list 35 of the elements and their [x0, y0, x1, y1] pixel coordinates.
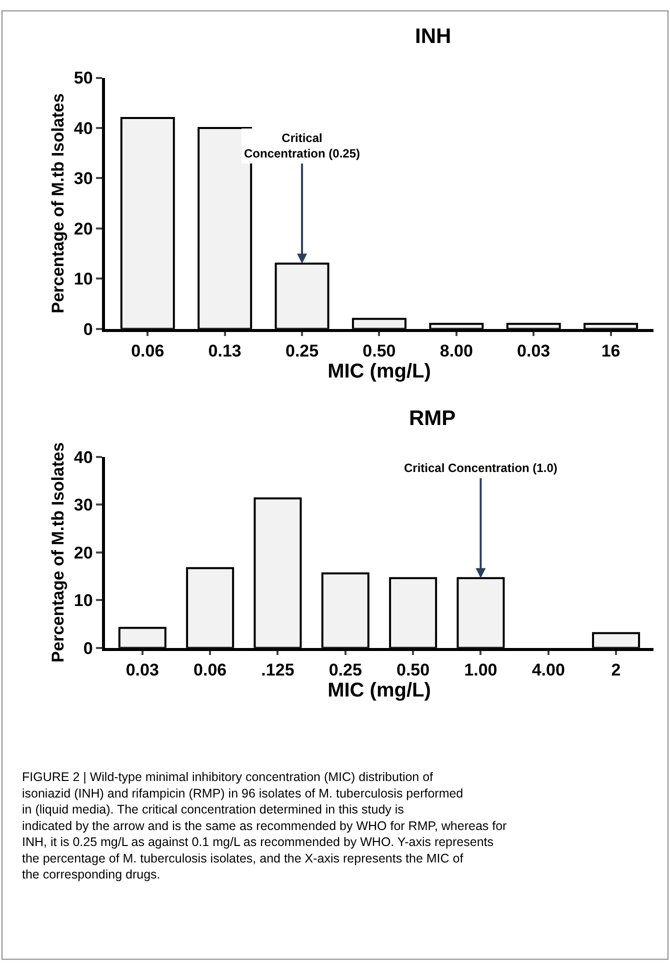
x-tick-label: 0.25: [285, 341, 319, 360]
y-tick-label: 30: [74, 169, 93, 188]
y-tick-label: 0: [83, 320, 93, 339]
y-tick-label: 30: [74, 496, 93, 515]
x-tick-label: 0.06: [131, 341, 164, 360]
x-tick-label: 4.00: [532, 660, 565, 680]
x-tick-label: 1.00: [464, 660, 498, 680]
x-tick-label: 0.06: [194, 660, 227, 680]
y-axis-title: Percentage of M.tb Isolates: [48, 442, 68, 662]
x-tick-label: 0.03: [517, 341, 550, 360]
chart-title: INH: [415, 25, 452, 48]
y-tick-label: 10: [74, 591, 93, 610]
y-tick-label: 40: [74, 448, 93, 467]
caption: FIGURE 2 | Wild-type minimal inhibitory concentration (MIC) distribution of isoniazid (INH) and rifampicin (RMP) in 96 isolates of M. tuberculosis performed in (liquid media). The critical concentration determined in this study is indicated by the arrow and is the same as recommended by WHO for RMP, whereas for INH, it is 0.25 mg/L as against 0.1 mg/L as recommended by WHO. Y-axis represents the percentage of M. tuberculosis isolates, and the X-axis represents the MIC of the corresponding drugs.: [22, 770, 507, 882]
y-tick-label: 50: [74, 68, 93, 88]
chart-title: RMP: [409, 407, 456, 430]
x-tick-label: 0.50: [396, 660, 430, 680]
y-axis-title: Percentage of M.tb Isolates: [48, 93, 68, 314]
y-tick-label: 40: [74, 118, 93, 138]
x-tick-label: 2: [611, 660, 621, 680]
x-tick-label: 0.03: [126, 660, 159, 680]
x-tick-label: 0.50: [362, 341, 396, 360]
y-tick-label: 20: [74, 219, 93, 238]
annotation: Critical Concentration (0.25): [244, 131, 360, 161]
x-tick-label: 0.25: [328, 660, 362, 680]
annotation: Critical Concentration (1.0): [404, 461, 558, 475]
x-axis-title: MIC (mg/L): [328, 360, 431, 382]
y-tick-label: 0: [83, 638, 93, 658]
x-tick-label: .125: [261, 660, 294, 680]
x-axis-title: MIC (mg/L): [328, 679, 431, 702]
x-tick-label: 16: [601, 341, 620, 360]
y-tick-label: 20: [74, 543, 93, 562]
x-tick-label: 0.13: [208, 341, 242, 360]
y-tick-label: 10: [74, 270, 93, 289]
x-tick-label: 8.00: [440, 341, 473, 360]
